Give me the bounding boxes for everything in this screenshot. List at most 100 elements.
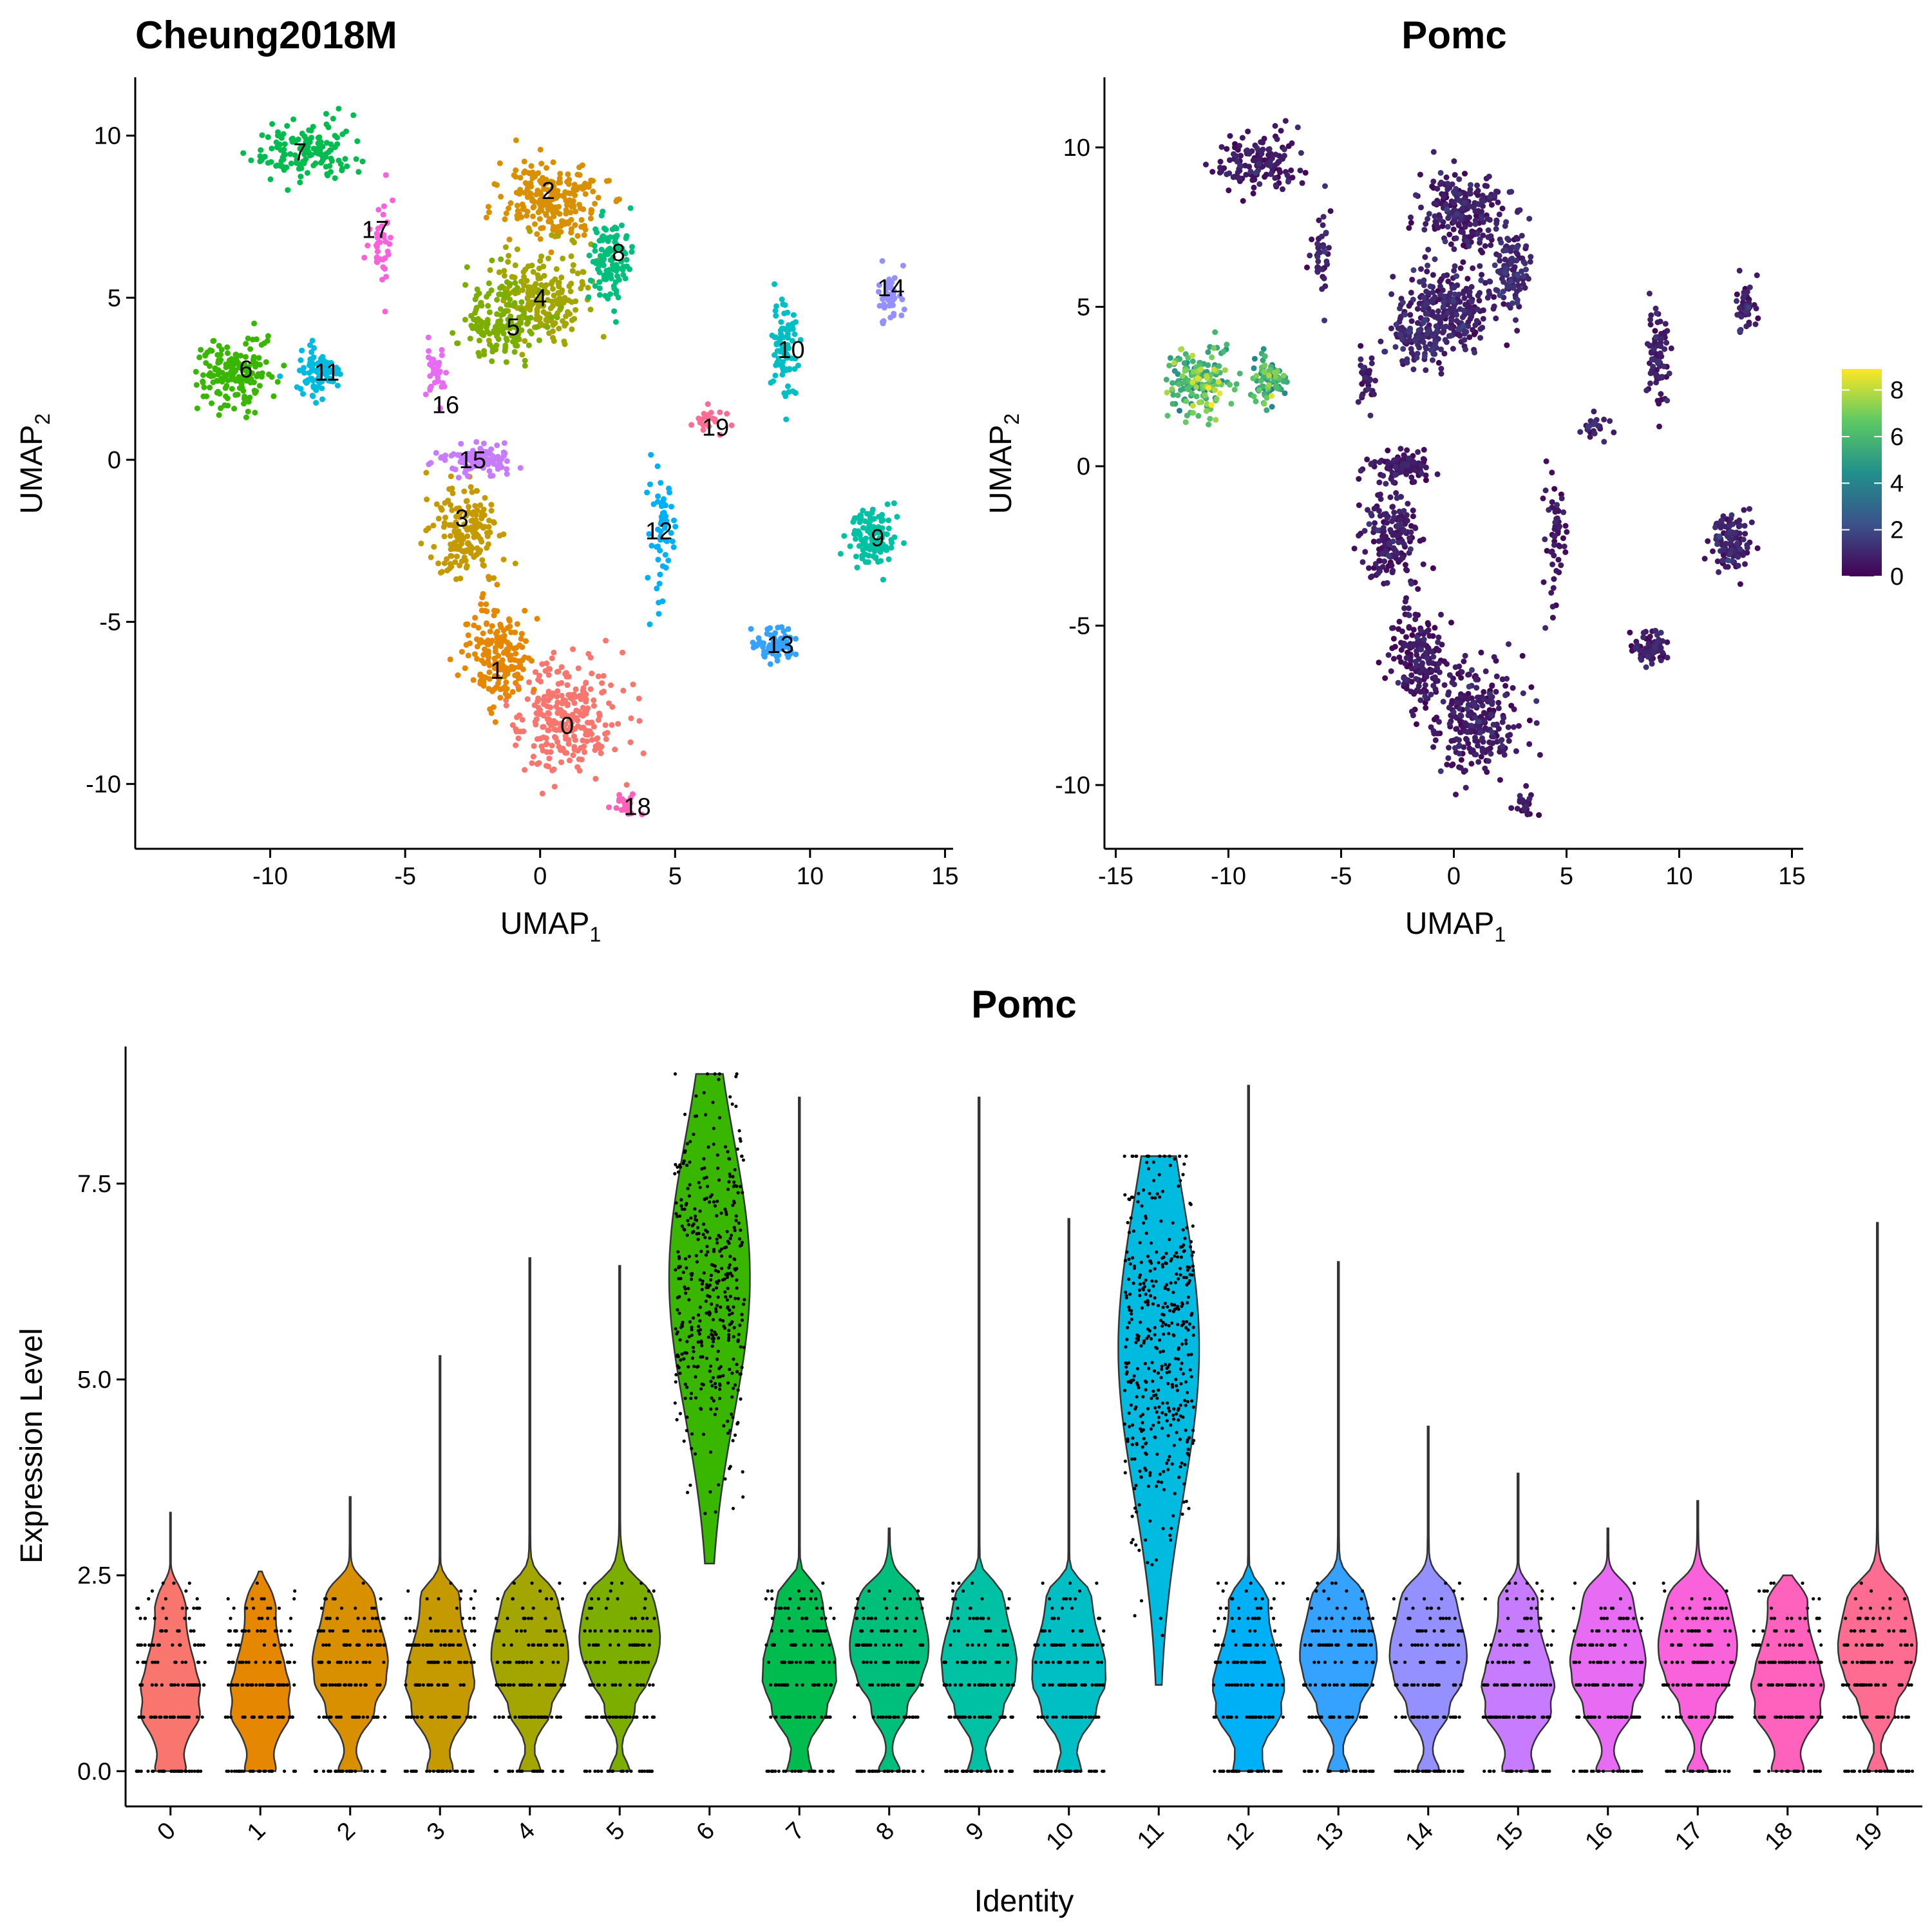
cell-point-pomc	[1424, 655, 1430, 661]
cell-point-cluster-16	[439, 346, 445, 353]
cell-point-cluster-12	[658, 533, 664, 539]
cell-point-cluster-8	[611, 308, 618, 314]
cluster-label: 18	[623, 794, 650, 821]
cell-point-pomc	[1736, 267, 1743, 274]
cell-point-pomc	[1506, 738, 1512, 744]
cell-point-cluster-8	[611, 283, 617, 289]
cell-point-cluster-5	[508, 321, 515, 327]
cell-point-cluster-1	[480, 683, 487, 689]
cell-point-pomc	[1457, 712, 1464, 718]
cell-point-pomc	[1551, 542, 1557, 548]
cell-point-pomc	[1495, 699, 1502, 706]
cell-point-pomc	[1481, 718, 1487, 724]
cell-point-cluster-8	[596, 269, 603, 276]
cell-point-pomc	[1443, 174, 1450, 180]
cell-point-pomc	[1407, 312, 1414, 318]
cell-point-cluster-5	[505, 301, 511, 308]
cell-point-cluster-8	[629, 249, 635, 255]
cell-point-pomc	[1175, 392, 1181, 399]
violin-point	[193, 1643, 196, 1647]
cell-point-cluster-8	[596, 285, 603, 292]
cell-point-pomc	[1378, 496, 1384, 502]
cell-point-pomc	[1217, 164, 1223, 171]
cell-point-cluster-5	[473, 318, 480, 325]
cell-point-cluster-1	[464, 621, 471, 627]
cell-point-pomc	[1477, 247, 1484, 254]
cell-point-pomc	[1664, 328, 1671, 334]
cell-point-pomc	[1493, 315, 1499, 321]
cell-point-pomc	[1262, 362, 1268, 368]
cell-point-pomc	[1365, 386, 1372, 392]
cell-point-cluster-3	[424, 497, 430, 502]
cell-point-cluster-2	[556, 178, 562, 185]
cell-point-cluster-7	[342, 156, 348, 162]
cell-point-pomc	[1561, 544, 1567, 549]
cell-point-pomc	[1314, 241, 1321, 247]
cell-point-pomc	[1465, 672, 1472, 678]
cell-point-pomc	[1262, 353, 1268, 359]
cell-point-cluster-3	[449, 486, 455, 491]
cell-point-pomc	[1461, 295, 1468, 301]
cell-point-cluster-13	[767, 661, 773, 667]
cell-point-pomc	[1548, 590, 1555, 596]
cell-point-cluster-0	[574, 723, 581, 729]
violin-point	[187, 1683, 191, 1687]
cell-point-cluster-1	[484, 621, 489, 627]
cell-point-pomc	[1650, 363, 1656, 370]
cell-point-cluster-3	[457, 536, 463, 542]
cell-point-pomc	[1705, 538, 1711, 544]
cell-point-cluster-13	[767, 642, 773, 649]
cell-point-cluster-5	[475, 350, 482, 356]
cell-point-pomc	[1220, 348, 1227, 355]
cell-point-cluster-2	[574, 171, 581, 178]
cell-point-cluster-11	[313, 400, 319, 406]
cell-point-cluster-5	[511, 299, 518, 306]
cell-point-cluster-6	[218, 346, 225, 353]
cell-point-pomc	[1415, 449, 1421, 455]
cell-point-cluster-0	[591, 723, 597, 730]
cell-point-cluster-2	[581, 232, 587, 238]
cell-point-pomc	[1362, 375, 1368, 381]
cell-point-cluster-0	[591, 703, 597, 709]
cell-point-cluster-5	[503, 359, 509, 365]
cell-point-cluster-8	[612, 319, 619, 325]
cell-point-pomc	[1425, 262, 1431, 269]
cell-point-pomc	[1355, 399, 1361, 405]
cell-point-cluster-0	[540, 701, 547, 707]
cell-point-cluster-2	[582, 180, 588, 187]
cell-point-cluster-4	[543, 282, 549, 289]
cell-point-cluster-11	[323, 363, 329, 369]
cell-point-cluster-3	[425, 525, 431, 531]
cell-point-pomc	[1389, 625, 1395, 631]
cell-point-cluster-3	[457, 509, 464, 515]
cell-point-pomc	[1647, 370, 1654, 377]
cell-point-pomc	[1482, 668, 1489, 674]
cell-point-cluster-7	[328, 155, 334, 162]
cell-point-cluster-3	[457, 562, 463, 569]
cell-point-pomc	[1658, 629, 1664, 636]
cell-point-cluster-0	[554, 688, 561, 694]
cell-point-pomc	[1434, 200, 1439, 207]
violin-point	[146, 1769, 150, 1773]
cell-point-cluster-7	[267, 176, 274, 182]
cell-point-pomc	[1244, 147, 1251, 153]
cell-point-pomc	[1652, 644, 1658, 650]
cell-point-pomc	[1372, 377, 1378, 384]
cell-point-pomc	[1274, 136, 1280, 142]
cell-point-cluster-6	[204, 393, 210, 399]
cell-point-pomc	[1491, 303, 1497, 310]
cell-point-pomc	[1430, 683, 1437, 689]
cell-point-pomc	[1297, 167, 1303, 174]
cell-point-pomc	[1254, 145, 1260, 151]
cell-point-cluster-0	[513, 742, 519, 748]
cell-point-pomc	[1656, 358, 1662, 365]
cluster-label: 19	[702, 415, 729, 442]
cell-point-cluster-3	[450, 490, 456, 497]
cell-point-pomc	[1425, 620, 1431, 626]
cell-point-pomc	[1499, 205, 1506, 212]
cell-point-pomc	[1272, 370, 1278, 376]
cell-point-cluster-11	[277, 373, 283, 379]
cell-point-cluster-7	[307, 139, 313, 146]
cell-point-cluster-13	[770, 638, 777, 644]
colorbar-tick-label: 6	[1890, 424, 1904, 451]
